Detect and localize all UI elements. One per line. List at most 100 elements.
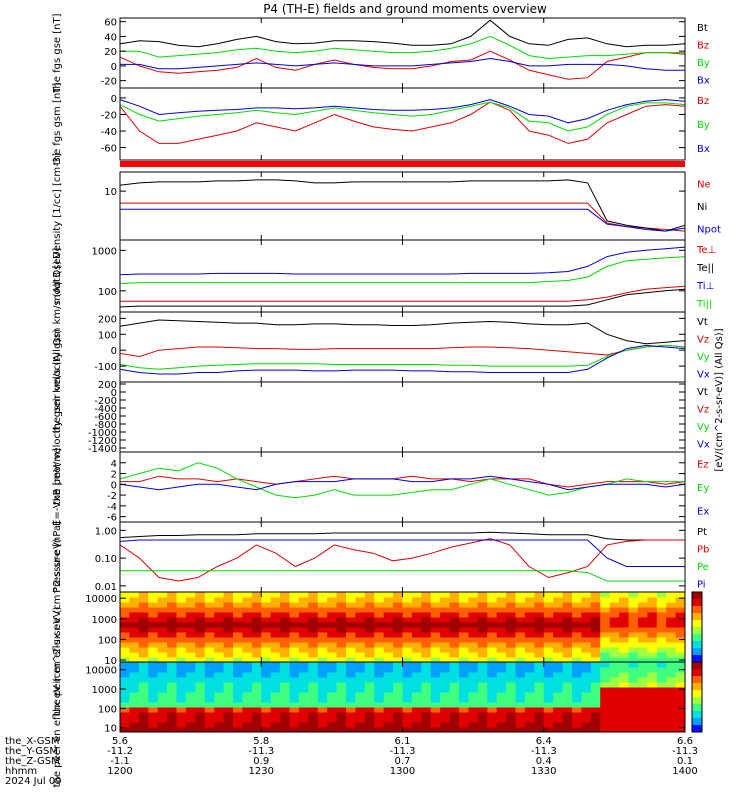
spectrogram-cell	[572, 672, 582, 678]
spectrogram-cell	[524, 612, 535, 618]
spectrogram-cell	[364, 657, 375, 663]
spectrogram-cell	[675, 662, 686, 668]
spectrogram-cell	[364, 617, 375, 623]
spectrogram-cell	[487, 617, 498, 623]
spectrogram-cell	[346, 637, 356, 643]
spectrogram-cell	[543, 717, 554, 723]
spectrogram-cell	[374, 702, 385, 708]
spectrogram-cell	[364, 707, 375, 713]
spectrogram-cell	[506, 597, 516, 603]
spectrogram-cell	[176, 592, 187, 598]
spectrogram-cell	[487, 682, 498, 688]
series-By	[120, 35, 685, 60]
spectrogram-cell	[195, 707, 206, 713]
spectrogram-cell	[440, 667, 451, 673]
spectrogram-cell	[317, 652, 328, 658]
spectrogram-cell	[496, 712, 507, 718]
colorbars	[691, 591, 703, 733]
spectrogram-cell	[204, 667, 215, 673]
spectrogram-cell	[270, 672, 281, 678]
spectrogram-cell	[204, 677, 215, 683]
spectrogram-cell	[581, 727, 592, 733]
spectrogram-cell	[468, 722, 479, 728]
spectrogram-cell	[298, 622, 309, 628]
spectrogram-cell	[402, 692, 413, 698]
y-tick-label: -20	[101, 110, 117, 121]
spectrogram-cell	[619, 707, 629, 713]
spectrogram-cell	[515, 607, 526, 613]
spectrogram-cell	[233, 712, 243, 718]
spectrogram-cell	[223, 702, 234, 708]
spectrogram-cell	[666, 682, 677, 688]
spectrogram-cell	[317, 617, 328, 623]
y-tick-label: 10	[104, 724, 117, 735]
spectrogram-cell	[176, 632, 187, 638]
spectrogram-cell	[346, 672, 356, 678]
spectrogram-cell	[251, 612, 262, 618]
spectrogram-cell	[176, 622, 187, 628]
spectrogram-cell	[449, 667, 460, 673]
spectrogram-cell	[223, 602, 234, 608]
spectrogram-cell	[421, 647, 432, 653]
y-tick-label: 0	[111, 480, 117, 491]
spectrogram-cell	[355, 647, 366, 653]
spectrogram-cell	[317, 682, 328, 688]
spectrogram-cell	[298, 692, 309, 698]
spectrogram-cell	[120, 677, 130, 683]
spectrogram-cell	[336, 617, 347, 623]
spectrogram-cell	[393, 627, 403, 633]
spectrogram-cell	[204, 607, 215, 613]
spectrogram-cell	[251, 647, 262, 653]
spectrogram-cell	[138, 727, 149, 733]
spectrogram-cell	[317, 672, 328, 678]
spectrogram-cell	[393, 637, 403, 643]
spectrogram-cell	[185, 652, 196, 658]
spectrogram-cell	[364, 632, 375, 638]
spectrogram-cell	[562, 687, 573, 693]
spectrogram-cell	[562, 727, 573, 733]
spectrogram-cell	[430, 647, 441, 653]
spectrogram-cell	[553, 602, 564, 608]
spectrogram-cell	[270, 622, 281, 628]
spectrogram-cell	[666, 617, 677, 623]
spectrogram-cell	[336, 642, 347, 648]
spectrogram-cell	[430, 637, 441, 643]
spectrogram-cell	[336, 637, 347, 643]
spectrogram-cell	[308, 597, 319, 603]
spectrogram-cell	[374, 687, 385, 693]
spectrogram-cell	[261, 727, 272, 733]
spectrogram-cell	[562, 657, 573, 663]
colorbar-cell	[692, 599, 702, 607]
y-tick-label: 20	[104, 47, 117, 58]
spectrogram-cell	[487, 642, 498, 648]
spectrogram-cell	[647, 682, 658, 688]
spectrogram-cell	[167, 672, 177, 678]
spectrogram-cell	[628, 647, 639, 653]
spectrogram-cell	[421, 637, 432, 643]
spectrogram-cell	[346, 647, 356, 653]
spectrogram-cell	[364, 592, 375, 598]
spectrogram-cell	[600, 682, 611, 688]
spectrogram-cell	[317, 697, 328, 703]
spectrogram-cell	[675, 722, 686, 728]
spectrogram-cell	[204, 717, 215, 723]
spectrogram-cell	[477, 642, 488, 648]
spectrogram-cell	[383, 617, 394, 623]
spectrogram-cell	[572, 637, 582, 643]
spectrogram-cell	[515, 592, 526, 598]
spectrogram-cell	[666, 662, 677, 668]
spectrogram-cell	[270, 707, 281, 713]
spectrogram-cell	[421, 592, 432, 598]
spectrogram-cell	[402, 607, 413, 613]
spectrogram-cell	[364, 667, 375, 673]
spectrogram-cell	[289, 727, 300, 733]
spectrogram-cell	[543, 697, 554, 703]
spectrogram-cell	[327, 672, 338, 678]
spectrogram-cell	[308, 677, 319, 683]
spectrogram-cell	[562, 692, 573, 698]
spectrogram-cell	[459, 642, 469, 648]
spectrogram-cell	[515, 662, 526, 668]
spectrogram-cell	[120, 607, 130, 613]
